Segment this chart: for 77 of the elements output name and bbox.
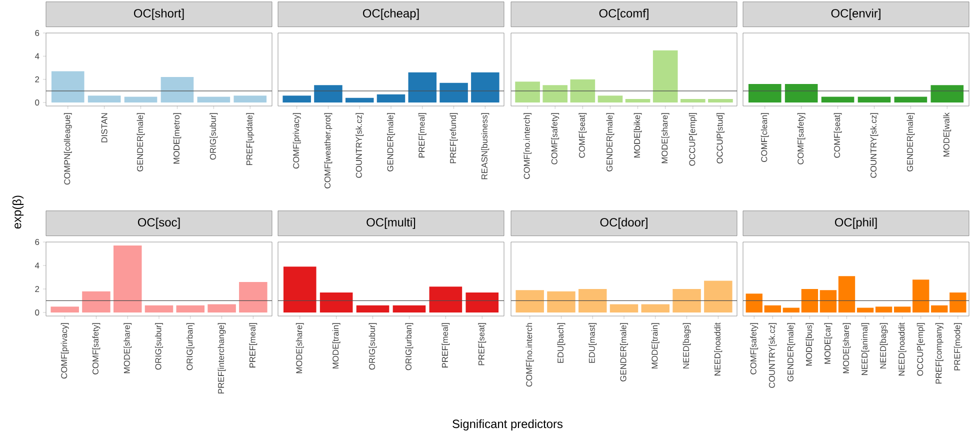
x-tick-label: PREF[company] xyxy=(935,323,944,384)
chart-title: OC[comf] xyxy=(599,8,648,20)
x-tick-label: MODE[bus] xyxy=(806,323,814,366)
x-tick-label: EDU[bach] xyxy=(557,323,566,363)
x-tick-label: MODE[car] xyxy=(824,323,832,364)
x-tick-label: OCCUP[empl] xyxy=(688,113,697,166)
x-tick-label: MODE[share] xyxy=(124,323,132,374)
x-tick-label: NEED[animal] xyxy=(861,323,870,376)
x-tick-label: PREF[interchange] xyxy=(218,323,226,394)
x-tick-label: COMF[safety] xyxy=(797,113,806,164)
x-tick-label: COUNTRY[sk.cz] xyxy=(356,113,364,178)
x-tick-label: NEED[bags] xyxy=(682,323,691,368)
y-tick-label: 4 xyxy=(34,53,40,60)
x-tick-label: PREF[update] xyxy=(246,113,254,166)
x-tick-label: ORIG[urban] xyxy=(405,323,414,370)
x-tick-label: GENDER[male] xyxy=(606,113,614,172)
x-tick-label: COMPN[colleague] xyxy=(64,113,72,185)
x-tick-label: COUNTRY[sk.cz] xyxy=(768,323,777,388)
y-tick-label: 6 xyxy=(35,30,40,36)
chart-title: OC[short] xyxy=(134,8,184,20)
y-tick-label: 2 xyxy=(35,76,40,82)
chart-title: OC[cheap] xyxy=(362,8,419,20)
y-tick-label: 0 xyxy=(35,100,40,106)
y-tick-label: 4 xyxy=(34,262,40,268)
x-tick-label: COMF[no.interch] xyxy=(524,113,532,179)
x-tick-label: OCCUP[empl] xyxy=(916,323,925,376)
x-tick-label: GENDER[male] xyxy=(136,113,145,172)
x-tick-label: PREF[meal] xyxy=(249,323,258,368)
y-tick-label: 6 xyxy=(35,239,40,245)
x-tick-label: PREF[meal] xyxy=(418,113,426,158)
x-tick-label: GENDER[male] xyxy=(787,323,796,382)
x-tick-label: ORIG[subur] xyxy=(210,113,218,160)
x-tick-label: GENDER[male] xyxy=(620,323,628,382)
x-tick-label: ORIG[subur] xyxy=(368,323,377,370)
x-tick-label: NEED[bags] xyxy=(880,323,888,368)
x-tick-label: COMF[seat] xyxy=(578,113,587,158)
x-tick-label: EDU[mast] xyxy=(588,323,597,363)
x-tick-label: COMF[privacy] xyxy=(292,113,301,169)
y-tick-label: 0 xyxy=(35,309,40,316)
x-tick-label: REASN[business] xyxy=(481,113,490,180)
x-tick-label: COUNTRY[sk.cz] xyxy=(870,113,878,178)
x-tick-label: COMF[privacy] xyxy=(60,323,69,379)
x-tick-label: ORIG[subur] xyxy=(155,323,163,370)
x-tick-label: ORIG[urban] xyxy=(186,323,194,370)
x-tick-label: MODE[walk xyxy=(943,112,952,157)
x-tick-label: MODE[share] xyxy=(296,323,304,374)
chart-title: OC[door] xyxy=(600,218,648,229)
x-tick-label: GENDER[male] xyxy=(906,113,915,172)
x-tick-label: NEED[noaddit xyxy=(898,322,906,376)
chart-title: OC[envir] xyxy=(831,8,880,20)
y-tick-label: 2 xyxy=(35,286,40,292)
x-tick-label: MODE[bike] xyxy=(634,113,642,158)
x-tick-label: COMF[seat] xyxy=(834,113,842,158)
x-tick-label: OCCUP[stud] xyxy=(716,113,724,164)
x-tick-label: MODE[metro] xyxy=(173,113,182,164)
x-axis-title: Significant predictors xyxy=(452,419,563,430)
x-tick-label: MODE[train] xyxy=(651,323,660,368)
chart-title: OC[soc] xyxy=(138,218,180,229)
x-tick-label: COMF[safety] xyxy=(551,113,560,164)
x-tick-label: COMF[no.interch xyxy=(526,323,534,387)
x-tick-label: MODE[share] xyxy=(661,113,670,164)
chart-title: OC[phil] xyxy=(834,218,877,229)
x-tick-label: COMF[safety] xyxy=(750,323,758,374)
x-tick-label: COMF[safety] xyxy=(92,323,100,374)
x-tick-label: NEED[noaddit xyxy=(714,322,722,376)
x-tick-label: PREF[mode] xyxy=(954,323,962,370)
x-tick-label: MODE[share] xyxy=(842,323,851,374)
x-tick-label: COMF[clean] xyxy=(760,113,769,162)
x-tick-label: DISTAN xyxy=(101,113,108,142)
x-tick-label: PREF[refund] xyxy=(450,113,458,164)
y-axis-title: exp(β) xyxy=(12,196,24,229)
x-tick-label: PREF[meal] xyxy=(442,323,450,368)
chart-title: OC[multi] xyxy=(366,218,416,229)
x-tick-label: PREF[seat] xyxy=(478,323,486,366)
x-tick-label: COMF[weather.prot] xyxy=(324,113,332,188)
x-tick-label: GENDER[male] xyxy=(387,113,395,172)
x-tick-label: MODE[train] xyxy=(332,323,340,368)
